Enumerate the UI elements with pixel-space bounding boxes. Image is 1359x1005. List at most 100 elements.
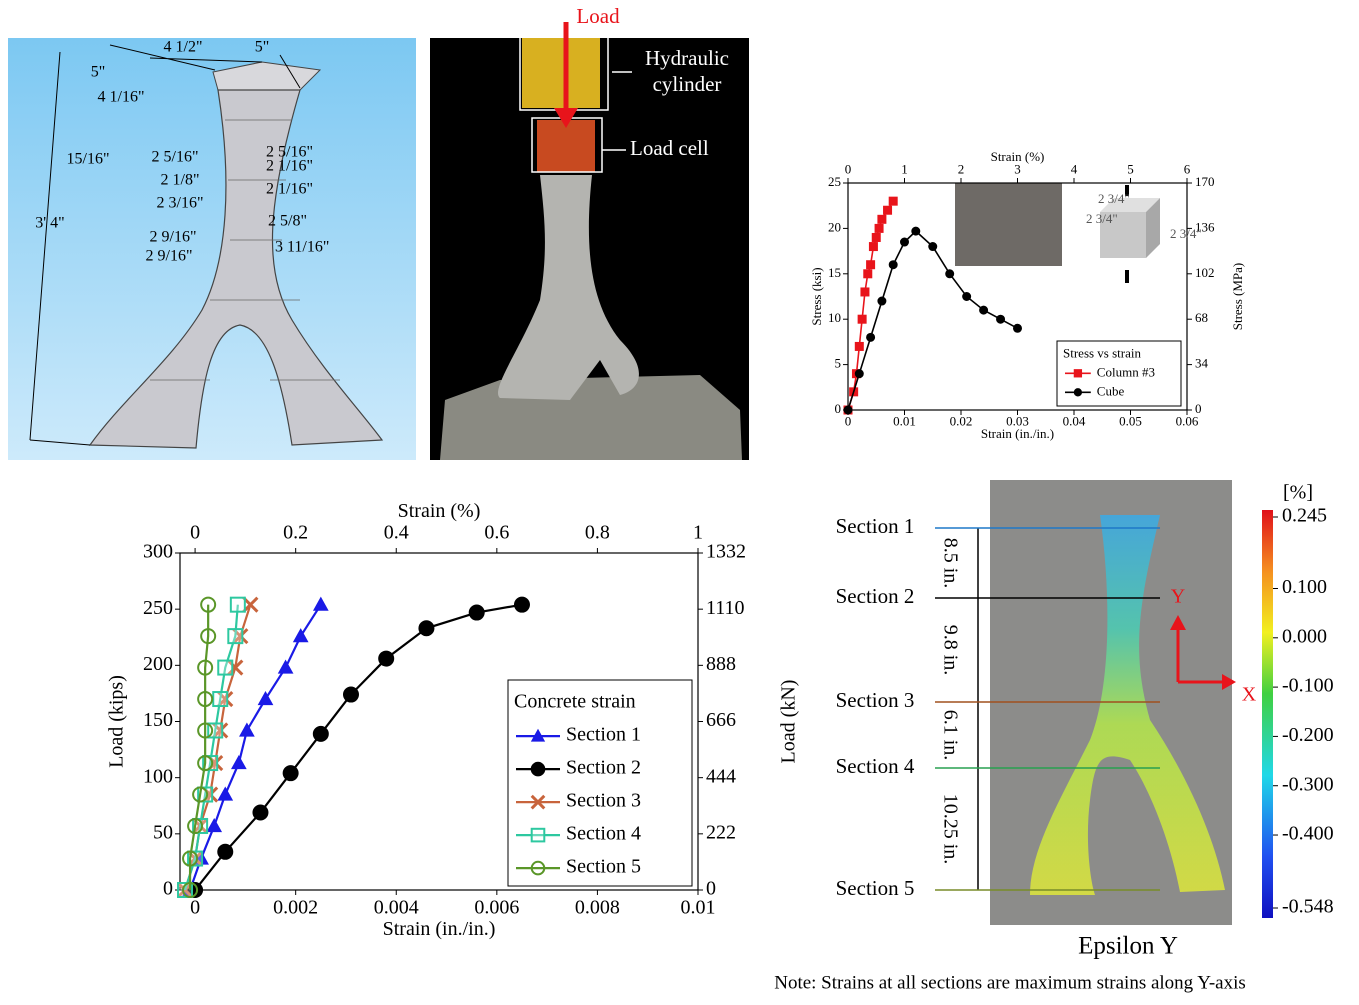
legend-label: Section 3 [566,790,641,812]
x-tick-label: 0 [190,897,200,919]
legend-title: Stress vs strain [1063,345,1142,360]
y2-tick-label: 68 [1195,310,1208,325]
dimension-label: 15/16" [67,151,110,168]
x2-tick-label: 5 [1127,162,1134,177]
y2-tick-label: 222 [706,821,736,843]
x-tick-label: 0.01 [893,413,916,428]
series-line [185,605,250,890]
marker [470,606,484,620]
x2-tick-label: 0 [190,522,200,544]
marker [864,270,871,277]
marker [946,270,953,277]
x-tick-label: 0.006 [474,897,519,919]
y2-tick-label: 1332 [706,541,746,563]
x2-tick-label: 0 [845,162,852,177]
x2-tick-label: 0.2 [283,522,308,544]
dimension-label: 2 3/16" [157,195,204,212]
marker [873,234,880,241]
x-axis-label: Strain (in./in.) [981,426,1054,441]
annotation: 2 3/4" [1098,191,1130,206]
legend-label: Cube [1097,383,1125,398]
y-tick-label: 25 [828,174,841,189]
legend-label: Column #3 [1097,364,1155,379]
y-tick-label: 10 [828,310,841,325]
x2-tick-label: 6 [1184,162,1191,177]
marker [876,225,883,232]
y-tick-label: 5 [835,356,842,371]
series-line [190,605,321,890]
x-tick-label: 0.004 [374,897,419,919]
x-axis-label: Strain (in./in.) [383,918,496,940]
load-cell-label: Load cell [630,136,709,160]
x-tick-label: 0.05 [1119,413,1142,428]
x-tick-label: 0.02 [950,413,973,428]
y-tick-label: 50 [153,821,173,843]
marker [294,629,308,642]
y-axis-label: Stress (ksi) [809,267,824,325]
x-tick-label: 0 [845,413,852,428]
marker [213,692,227,706]
spacing-label: 6.1 in. [939,710,961,761]
marker [845,407,852,414]
y-tick-label: 250 [143,597,173,619]
y2-tick-label: 1110 [706,597,745,619]
marker [856,370,863,377]
dimension-label: 2 9/16" [150,229,197,246]
marker [870,243,877,250]
section-label: Section 4 [836,754,915,778]
marker [232,756,246,769]
marker [314,727,328,741]
hydraulic-cylinder [522,38,600,108]
y2-tick-label: 0 [706,878,716,900]
dimension-label: 2 5/16" [152,149,199,166]
x2-tick-label: 0.6 [484,522,509,544]
dimension-label: 3' 4" [35,215,64,232]
y2-axis-label: Load (kN) [778,680,800,764]
base-block [440,375,742,460]
spacing-label: 10.25 in. [939,794,961,865]
colorbar-tick-label: 0.245 [1282,505,1327,527]
y-tick-label: 0 [163,878,173,900]
x2-tick-label: 3 [1014,162,1021,177]
legend-title: Concrete strain [514,691,636,713]
marker [228,629,242,643]
x-tick-label: 0.008 [575,897,620,919]
series-line [848,201,893,410]
hydraulic-label-box: Hydraulic cylinder [632,45,742,101]
x2-tick-label: 1 [693,522,703,544]
marker [379,652,393,666]
marker [859,316,866,323]
y2-tick-label: 666 [706,709,736,731]
colorbar-tick-label: -0.100 [1282,675,1334,697]
marker [207,819,221,832]
y-axis-label: Load (kips) [106,675,128,768]
drawing-background [8,38,416,460]
marker [878,298,885,305]
colorbar [1262,510,1273,918]
colorbar-tick-label: -0.200 [1282,724,1334,746]
marker [890,198,897,205]
y2-tick-label: 102 [1195,265,1215,280]
x2-tick-label: 4 [1071,162,1078,177]
marker [218,788,232,801]
x2-tick-label: 0.8 [585,522,610,544]
x-tick-label: 0.01 [681,897,716,919]
marker [231,598,245,612]
marker [878,216,885,223]
marker [890,261,897,268]
dimension-label: 3 11/16" [275,239,329,256]
y-tick-label: 20 [828,219,841,234]
x-tick-label: 0.002 [273,897,318,919]
marker [240,723,254,736]
legend-label: Section 2 [566,757,641,779]
marker [867,261,874,268]
y-tick-label: 300 [143,541,173,563]
marker [314,598,328,611]
y2-tick-label: 888 [706,653,736,675]
y2-tick-label: 170 [1195,174,1215,189]
dimension-label: 4 1/2" [164,39,203,56]
page: Load Hydraulic cylinder Load cell 4 1/2"… [0,0,1359,1005]
y2-tick-label: 444 [706,765,736,787]
caption: Epsilon Y [1078,933,1178,960]
section-label: Section 5 [836,876,915,900]
